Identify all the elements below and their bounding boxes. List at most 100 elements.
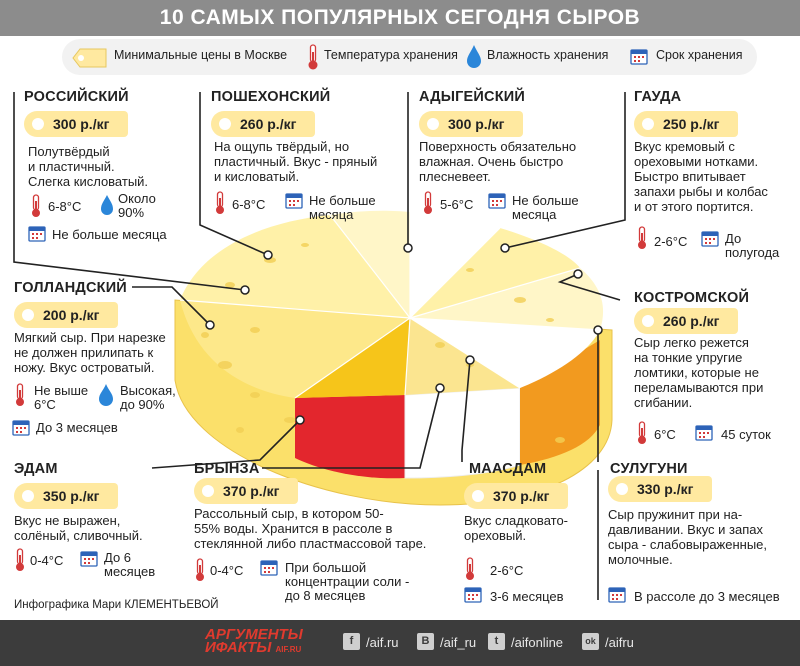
calendar-icon [695, 425, 713, 441]
price-tag-edam: 350 р./кг [14, 483, 118, 509]
temp-gauda: 2-6°С [654, 234, 688, 249]
price-tag-suluguni: 330 р./кг [608, 476, 712, 502]
cheese-name-suluguni: СУЛУГУНИ [610, 461, 688, 477]
calendar-icon [12, 420, 30, 436]
thermometer-icon [638, 421, 646, 444]
aif-logo[interactable]: АРГУМЕНТЫ ИФАКТЫ AIF.RU [205, 626, 303, 656]
thermometer-icon [216, 191, 224, 214]
odnoklassniki-icon[interactable]: ok [582, 633, 599, 650]
calendar-icon [464, 587, 482, 603]
humidity-gollandsky: Высокая, до 90% [120, 383, 176, 412]
title-bar: 10 САМЫХ ПОПУЛЯРНЫХ СЕГОДНЯ СЫРОВ [0, 0, 800, 36]
cheese-name-poshekhonsky: ПОШЕХОНСКИЙ [211, 89, 331, 105]
shelf-gauda: До полугода [725, 231, 780, 260]
calendar-icon [260, 560, 278, 576]
calendar-icon [630, 49, 648, 65]
shelf-adygeysky: Не больше месяца [512, 193, 579, 222]
cheese-name-gollandsky: ГОЛЛАНДСКИЙ [14, 280, 127, 296]
twitter-link[interactable]: /aifonline [511, 635, 564, 650]
cheese-name-kostromskoy: КОСТРОМСКОЙ [634, 290, 750, 306]
price-tag-icon [72, 48, 107, 68]
price-tag-maasdam: 370 р./кг [464, 483, 568, 509]
thermometer-icon [308, 44, 318, 70]
thermometer-icon [466, 557, 474, 580]
temp-gollandsky: Не выше 6°С [34, 383, 89, 412]
cheese-wheel-illustration [13, 92, 626, 600]
price-tag-kostromskoy: 260 р./кг [634, 308, 738, 334]
shelf-gollandsky: До 3 месяцев [36, 420, 118, 435]
cheese-name-maasdam: МААСДАМ [469, 461, 547, 477]
thermometer-icon [638, 226, 646, 249]
price-tag-poshekhonsky: 260 р./кг [211, 111, 315, 137]
wedge-red [295, 395, 405, 479]
vk-link[interactable]: /aif_ru [440, 635, 477, 650]
twitter-icon[interactable]: t [488, 633, 505, 650]
slice-adygeysky [410, 212, 500, 318]
legend-shelf-life: Срок хранения [656, 48, 743, 62]
facebook-icon[interactable]: f [343, 633, 360, 650]
shelf-poshekhonsky: Не больше месяца [309, 193, 376, 222]
water-drop-icon [99, 384, 113, 406]
slice-maasdam [405, 318, 520, 395]
slice-kostromskoy [410, 268, 604, 330]
desc-gauda: Вкус кремовый с ореховыми нотками. Быстро … [634, 139, 768, 214]
desc-edam: Вкус не выражен, солёный, сливочный. [14, 513, 143, 543]
temp-rossiysky: 6-8°С [48, 199, 82, 214]
desc-maasdam: Вкус сладковато-ореховый. [464, 513, 569, 543]
temp-edam: 0-4°С [30, 553, 64, 568]
slice-gauda [410, 228, 580, 318]
cheese-name-rossiysky: РОССИЙСКИЙ [24, 89, 129, 105]
desc-rossiysky: Полутвёрдый и пластичный. Слегка кисловаты… [28, 144, 149, 189]
footer [0, 620, 800, 666]
price-tag-gollandsky: 200 р./кг [14, 302, 118, 328]
cheese-name-edam: ЭДАМ [14, 461, 58, 477]
temp-poshekhonsky: 6-8°С [232, 197, 266, 212]
slice-suluguni [410, 318, 600, 388]
thermometer-icon [424, 191, 432, 214]
temp-adygeysky: 5-6°С [440, 197, 474, 212]
shelf-suluguni: В рассоле до 3 месяцев [634, 589, 780, 604]
wedge-orange [520, 340, 600, 465]
price-tag-brynza: 370 р./кг [194, 478, 298, 504]
thermometer-icon [196, 558, 204, 581]
desc-suluguni: Сыр пружинит при на-давливании. Вкус и з… [608, 507, 768, 567]
humidity-rossiysky: Около 90% [118, 191, 156, 220]
thermometer-icon [32, 194, 40, 217]
water-drop-icon [467, 45, 481, 68]
temp-kostromskoy: 6°С [654, 427, 676, 442]
shelf-edam: До 6 месяцев [104, 550, 156, 579]
thermometer-icon [16, 548, 24, 571]
cheese-name-adygeysky: АДЫГЕЙСКИЙ [419, 89, 526, 105]
odnoklassniki-link[interactable]: /aifru [605, 635, 634, 650]
page-title: 10 САМЫХ ПОПУЛЯРНЫХ СЕГОДНЯ СЫРОВ [159, 6, 641, 29]
desc-adygeysky: Поверхность обязательно влажная. Очень бы… [419, 139, 577, 184]
shelf-maasdam: 3-6 месяцев [490, 589, 564, 604]
calendar-icon [285, 193, 303, 209]
water-drop-icon [101, 195, 113, 215]
calendar-icon [701, 231, 719, 247]
cheese-name-gauda: ГАУДА [634, 89, 682, 105]
shelf-rossiysky: Не больше месяца [52, 227, 167, 242]
desc-brynza: Рассольный сыр, в котором 50- 55% воды. Х… [194, 506, 427, 551]
price-tag-rossiysky: 300 р./кг [24, 111, 128, 137]
price-tag-adygeysky: 300 р./кг [419, 111, 523, 137]
calendar-icon [608, 587, 626, 603]
cheese-name-brynza: БРЫНЗА [194, 461, 260, 477]
thermometer-icon [16, 383, 24, 406]
legend: Минимальные цены в Москве Температура хр… [62, 39, 757, 75]
shelf-kostromskoy: 45 суток [721, 427, 771, 442]
temp-brynza: 0-4°С [210, 563, 244, 578]
desc-kostromskoy: Сыр легко режется на тонкие упругие ломтик… [634, 335, 764, 410]
temp-maasdam: 2-6°С [490, 563, 524, 578]
legend-price: Минимальные цены в Москве [114, 48, 288, 62]
slice-edam [180, 300, 410, 398]
price-tag-gauda: 250 р./кг [634, 111, 738, 137]
legend-temperature: Температура хранения [324, 48, 458, 62]
vk-icon[interactable]: B [417, 633, 434, 650]
calendar-icon [80, 551, 98, 567]
desc-poshekhonsky: На ощупь твёрдый, но пластичный. Вкус - п… [214, 139, 378, 184]
legend-humidity: Влажность хранения [487, 48, 609, 62]
slice-poshekhonsky [330, 210, 410, 318]
facebook-link[interactable]: /aif.ru [366, 635, 399, 650]
desc-gollandsky: Мягкий сыр. При нарезке не должен прилипа… [14, 330, 166, 375]
